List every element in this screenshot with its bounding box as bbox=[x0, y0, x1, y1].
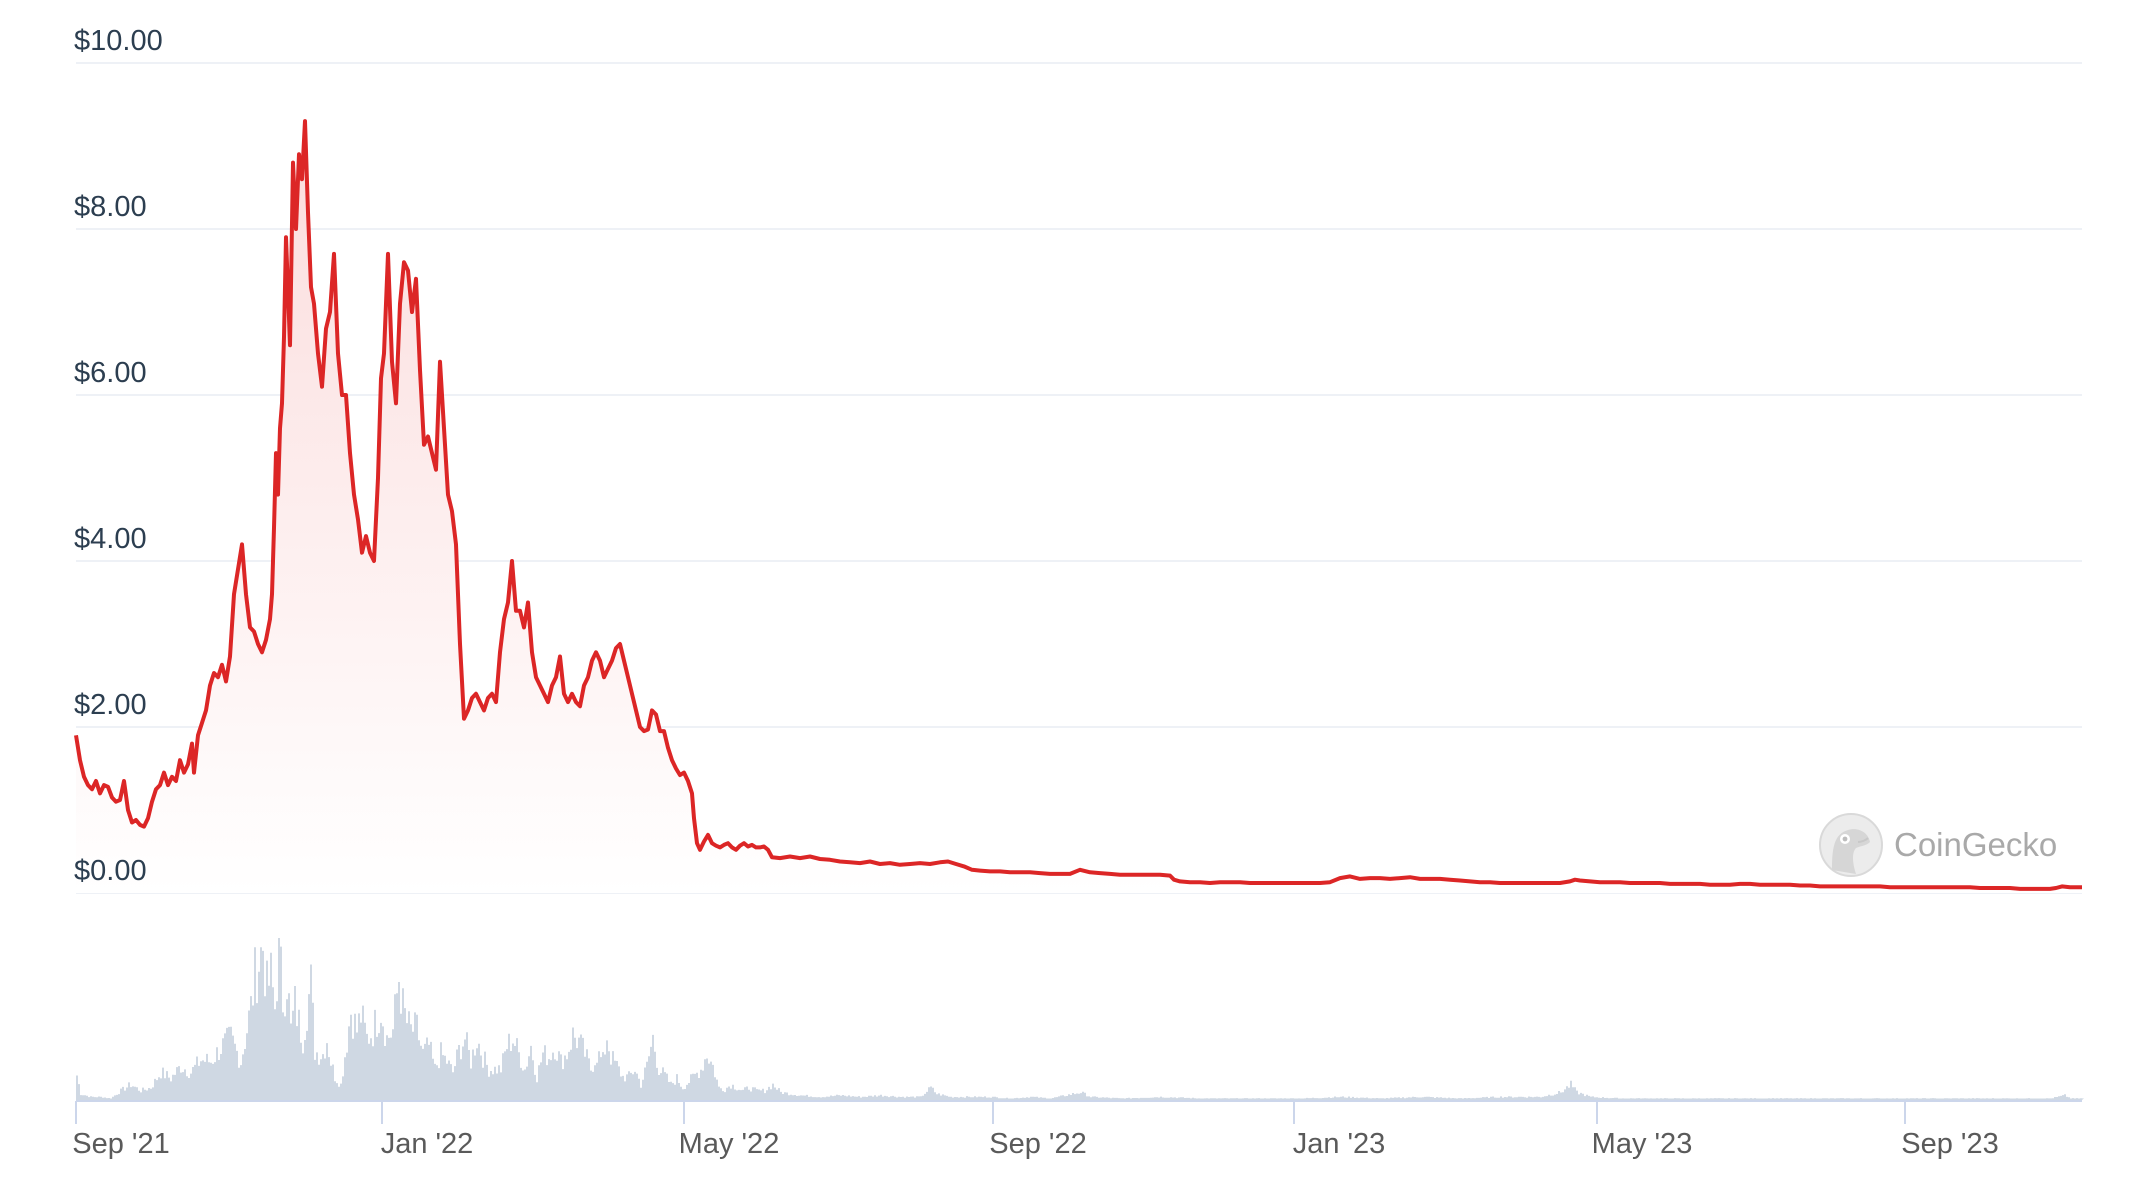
coingecko-watermark: CoinGecko bbox=[1818, 812, 2057, 878]
x-axis-label: Sep '21 bbox=[72, 1128, 170, 1160]
y-axis-label: $4.00 bbox=[74, 523, 147, 555]
coingecko-gecko-logo-icon bbox=[1819, 813, 1883, 877]
y-axis-label: $10.00 bbox=[74, 25, 163, 57]
x-axis-label: Sep '23 bbox=[1901, 1128, 1999, 1160]
x-axis-label: May '23 bbox=[1591, 1128, 1693, 1160]
x-axis-label: Sep '22 bbox=[989, 1128, 1087, 1160]
x-axis-label: Jan '23 bbox=[1292, 1128, 1386, 1160]
x-axis-ticks bbox=[75, 1101, 1906, 1124]
x-axis-label: May '22 bbox=[678, 1128, 780, 1160]
price-line[interactable] bbox=[74, 119, 2082, 891]
y-axis-label: $6.00 bbox=[74, 357, 147, 389]
volume-area bbox=[76, 938, 2084, 1100]
y-axis-label: $0.00 bbox=[74, 855, 147, 887]
price-area bbox=[76, 121, 2082, 894]
y-axis-label: $2.00 bbox=[74, 689, 147, 721]
coingecko-watermark-text: CoinGecko bbox=[1894, 826, 2058, 863]
x-axis-label: Jan '22 bbox=[380, 1128, 474, 1160]
volume-bars bbox=[76, 938, 2084, 1100]
y-axis-label: $8.00 bbox=[74, 191, 147, 223]
